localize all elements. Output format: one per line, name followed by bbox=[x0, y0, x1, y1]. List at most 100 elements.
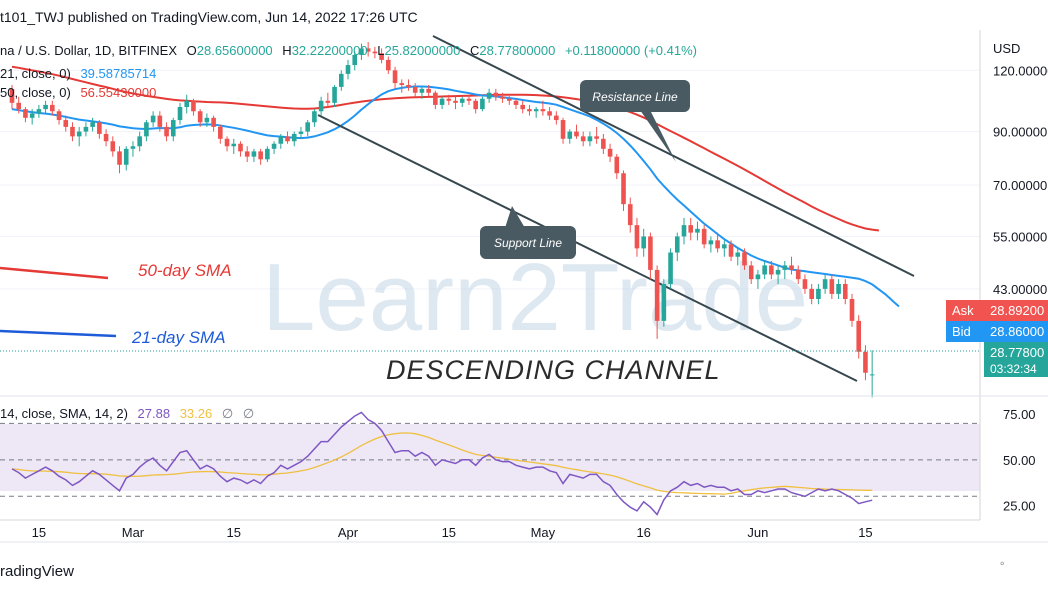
candle[interactable] bbox=[177, 102, 183, 125]
support-trendline[interactable] bbox=[317, 114, 858, 382]
candle[interactable] bbox=[648, 232, 653, 280]
candle[interactable] bbox=[224, 136, 230, 152]
candle[interactable] bbox=[150, 111, 156, 127]
candle[interactable] bbox=[170, 117, 176, 142]
candle[interactable] bbox=[291, 131, 297, 147]
candle[interactable] bbox=[627, 197, 633, 233]
candle[interactable] bbox=[271, 141, 277, 155]
candle[interactable] bbox=[110, 136, 116, 157]
candle[interactable] bbox=[520, 100, 526, 114]
candle[interactable] bbox=[399, 79, 405, 93]
candle[interactable] bbox=[708, 236, 714, 253]
candle[interactable] bbox=[769, 261, 774, 280]
candle[interactable] bbox=[527, 104, 532, 116]
candle[interactable] bbox=[782, 261, 788, 280]
candle[interactable] bbox=[285, 131, 290, 144]
candle[interactable] bbox=[439, 96, 445, 110]
candle[interactable] bbox=[184, 94, 190, 114]
candle[interactable] bbox=[157, 111, 163, 132]
candle[interactable] bbox=[130, 141, 136, 157]
candle[interactable] bbox=[218, 124, 223, 144]
candle[interactable] bbox=[668, 248, 673, 289]
candle[interactable] bbox=[238, 141, 243, 157]
resistance-trendline[interactable] bbox=[432, 35, 915, 277]
candle[interactable] bbox=[466, 94, 472, 105]
candle[interactable] bbox=[762, 261, 767, 280]
candle[interactable] bbox=[641, 228, 646, 257]
candle[interactable] bbox=[574, 124, 579, 139]
candle[interactable] bbox=[493, 88, 499, 101]
candle[interactable] bbox=[594, 126, 599, 144]
candle[interactable] bbox=[231, 138, 237, 155]
candle[interactable] bbox=[23, 107, 28, 123]
candle[interactable] bbox=[352, 51, 358, 71]
candle[interactable] bbox=[836, 279, 841, 300]
candle[interactable] bbox=[661, 279, 667, 327]
candle[interactable] bbox=[305, 120, 310, 137]
candle[interactable] bbox=[789, 256, 794, 275]
candle[interactable] bbox=[681, 217, 687, 245]
candle[interactable] bbox=[63, 115, 69, 132]
candle[interactable] bbox=[137, 131, 142, 152]
candle[interactable] bbox=[386, 56, 391, 74]
candle[interactable] bbox=[775, 265, 781, 284]
candle[interactable] bbox=[728, 240, 734, 262]
candle[interactable] bbox=[258, 148, 263, 165]
candle[interactable] bbox=[607, 143, 613, 163]
support-label[interactable]: Support Line bbox=[480, 206, 576, 259]
candle[interactable] bbox=[278, 133, 284, 149]
candle[interactable] bbox=[822, 274, 828, 294]
candle[interactable] bbox=[433, 90, 438, 110]
candle[interactable] bbox=[722, 240, 727, 257]
candle[interactable] bbox=[567, 129, 573, 144]
price-pane[interactable] bbox=[0, 30, 980, 396]
price-axis-ticks[interactable]: 120.00000 90.00000 70.00000 55.00000 43.0000… bbox=[993, 63, 1048, 297]
candle[interactable] bbox=[426, 84, 431, 97]
rsi-axis-ticks[interactable]: 75.00 50.00 25.00 bbox=[1003, 407, 1036, 513]
candle[interactable] bbox=[674, 232, 680, 262]
candle[interactable] bbox=[695, 221, 700, 241]
candle[interactable] bbox=[513, 98, 519, 110]
candle[interactable] bbox=[688, 217, 694, 241]
candle[interactable] bbox=[849, 293, 855, 327]
candle[interactable] bbox=[197, 109, 203, 127]
candle[interactable] bbox=[755, 269, 761, 289]
candle[interactable] bbox=[97, 120, 102, 139]
candle[interactable] bbox=[359, 43, 364, 60]
candle[interactable] bbox=[144, 120, 149, 142]
candle[interactable] bbox=[701, 225, 707, 249]
candle[interactable] bbox=[406, 79, 411, 91]
candle[interactable] bbox=[379, 48, 384, 64]
candle[interactable] bbox=[816, 283, 821, 305]
candle[interactable] bbox=[191, 98, 196, 116]
candle[interactable] bbox=[802, 274, 808, 294]
candle[interactable] bbox=[480, 96, 485, 112]
candle[interactable] bbox=[345, 59, 351, 80]
candle[interactable] bbox=[654, 265, 660, 339]
candle[interactable] bbox=[533, 107, 539, 118]
candle[interactable] bbox=[265, 146, 270, 163]
candle[interactable] bbox=[298, 126, 304, 139]
resistance-label[interactable]: Resistance Line bbox=[580, 80, 690, 162]
sma21-indicator-legend[interactable]: 21, close, 0) 39.58785714 bbox=[0, 66, 156, 81]
candle[interactable] bbox=[70, 122, 75, 142]
candle[interactable] bbox=[338, 70, 344, 91]
candle[interactable] bbox=[742, 248, 747, 270]
candle[interactable] bbox=[473, 98, 478, 114]
candle[interactable] bbox=[332, 84, 337, 108]
candle[interactable] bbox=[869, 350, 875, 398]
candle[interactable] bbox=[587, 131, 593, 147]
candle[interactable] bbox=[251, 148, 257, 163]
candle[interactable] bbox=[412, 83, 418, 97]
camera-icon[interactable]: ⚬ bbox=[998, 559, 1006, 570]
candle[interactable] bbox=[36, 104, 42, 118]
candle[interactable] bbox=[621, 170, 626, 211]
candle[interactable] bbox=[244, 146, 250, 163]
rsi-legend[interactable]: 14, close, SMA, 14, 2) 27.88 33.26 ∅ ∅ bbox=[0, 406, 254, 421]
sma50-indicator-legend[interactable]: 50, close, 0) 56.55430000 bbox=[0, 85, 156, 100]
candle[interactable] bbox=[318, 96, 324, 116]
candle[interactable] bbox=[614, 154, 620, 180]
candle[interactable] bbox=[103, 129, 109, 147]
candle[interactable] bbox=[748, 261, 754, 284]
